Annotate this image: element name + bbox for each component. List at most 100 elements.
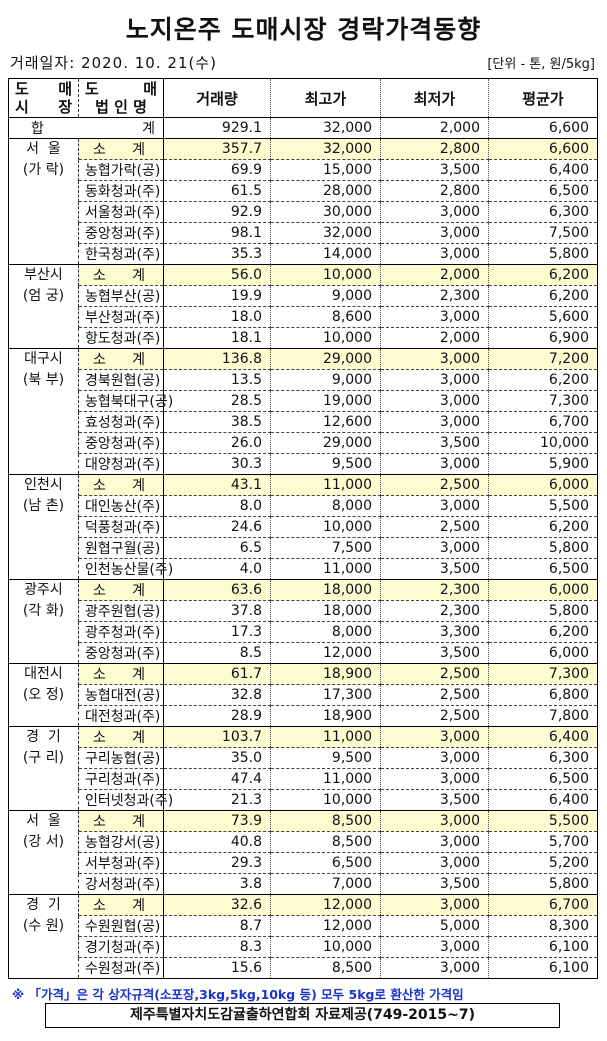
max-cell: 28,000 xyxy=(270,180,381,202)
avg-cell: 5,600 xyxy=(488,306,598,328)
avg-cell: 6,200 xyxy=(488,369,598,391)
table-row: 대양청과(주) 30.3 9,500 3,000 5,900 xyxy=(9,453,598,475)
firm-name: 농협대전(공) xyxy=(78,684,164,706)
table-row: 인천농산물(주) 4.0 11,000 3,500 6,500 xyxy=(9,558,598,580)
subtotal-max: 10,000 xyxy=(270,264,381,286)
header-avg: 평균가 xyxy=(488,78,598,118)
table-row: 수원청과(주) 15.6 8,500 3,000 6,100 xyxy=(9,957,598,979)
market-name: 대전시 xyxy=(24,666,63,682)
header-text: 시 xyxy=(15,98,29,116)
max-cell: 9,000 xyxy=(270,285,381,307)
table-row: 동화청과(주) 61.5 28,000 2,800 6,500 xyxy=(9,180,598,202)
market-sub: (가 락) xyxy=(22,162,65,178)
subtotal-avg: 6,000 xyxy=(488,579,598,601)
min-cell: 3,500 xyxy=(380,159,489,181)
volume-cell: 21.3 xyxy=(163,789,271,811)
market-name: 서 울 xyxy=(26,813,61,829)
table-row: 농협대전(공) 32.8 17,300 2,500 6,800 xyxy=(9,684,598,706)
subtotal-label-b: 계 xyxy=(132,142,145,158)
subtotal-max: 12,000 xyxy=(270,894,381,916)
table-row: 농협북대구(공) 28.5 19,000 3,000 7,300 xyxy=(9,390,598,412)
volume-cell: 8.5 xyxy=(163,642,271,664)
firm-name: 농협북대구(공) xyxy=(78,390,173,412)
min-cell: 3,000 xyxy=(380,390,489,412)
subtotal-volume: 56.0 xyxy=(163,264,271,286)
header-text: 매 xyxy=(58,80,72,98)
avg-cell: 8,300 xyxy=(488,915,598,937)
subtotal-avg: 6,000 xyxy=(488,474,598,496)
firm-name: 동화청과(주) xyxy=(78,180,164,202)
firm-name: 구리농협(공) xyxy=(78,747,164,769)
table-row: 구리농협(공) 35.0 9,500 3,000 6,300 xyxy=(9,747,598,769)
volume-cell: 40.8 xyxy=(163,831,271,853)
avg-cell: 5,800 xyxy=(488,243,598,265)
subtotal-row: 인천시 (남 촌) 소 계 43.1 11,000 2,500 6,000 xyxy=(8,474,598,580)
firm-name: 대양청과(주) xyxy=(78,453,164,475)
subtotal-max: 32,000 xyxy=(270,138,381,160)
min-cell: 2,500 xyxy=(380,705,489,727)
firm-name: 강서청과(주) xyxy=(78,873,164,895)
subtotal-min: 2,800 xyxy=(380,138,489,160)
unit-label: [단위 - 톤, 원/5kg] xyxy=(487,57,595,72)
firm-name: 수원원협(공) xyxy=(78,915,164,937)
market-sub: (강 서) xyxy=(22,834,65,850)
max-cell: 32,000 xyxy=(270,222,381,244)
max-cell: 17,300 xyxy=(270,684,381,706)
volume-cell: 35.3 xyxy=(163,243,271,265)
subtotal-avg: 6,700 xyxy=(488,894,598,916)
max-cell: 8,600 xyxy=(270,306,381,328)
market-sub: (남 촌) xyxy=(22,498,65,514)
subtotal-row: 대전시 (오 정) 소 계 61.7 18,900 2,500 7,300 xyxy=(8,663,598,727)
avg-cell: 5,900 xyxy=(488,453,598,475)
subtotal-row: 서 울 (강 서) 소 계 73.9 8,500 3,000 5,500 xyxy=(8,810,598,895)
volume-cell: 8.3 xyxy=(163,936,271,958)
volume-cell: 24.6 xyxy=(163,516,271,538)
min-cell: 3,000 xyxy=(380,936,489,958)
market-sub: (수 원) xyxy=(22,918,65,934)
source-box: 제주특별자치도감귤출하연합회 자료제공(749-2015~7) xyxy=(45,1003,560,1028)
min-cell: 3,000 xyxy=(380,831,489,853)
subtotal-volume: 73.9 xyxy=(163,810,271,832)
min-cell: 3,000 xyxy=(380,411,489,433)
table-row: 광주청과(주) 17.3 8,000 3,300 6,200 xyxy=(9,621,598,643)
table-row: 항도청과(주) 18.1 10,000 2,000 6,900 xyxy=(9,327,598,349)
subtotal-avg: 7,300 xyxy=(488,663,598,685)
table-row: 부산청과(주) 18.0 8,600 3,000 5,600 xyxy=(9,306,598,328)
subtotal-label-a: 소 xyxy=(93,268,106,284)
subtotal-row: 서 울 (가 락) 소 계 357.7 32,000 2,800 6,600 xyxy=(8,138,598,265)
max-cell: 12,000 xyxy=(270,642,381,664)
table-row: 효성청과(주) 38.5 12,600 3,000 6,700 xyxy=(9,411,598,433)
max-cell: 10,000 xyxy=(270,936,381,958)
subtotal-volume: 61.7 xyxy=(163,663,271,685)
subtotal-max: 18,000 xyxy=(270,579,381,601)
min-cell: 2,500 xyxy=(380,684,489,706)
firm-name: 인터넷청과(주) xyxy=(78,789,173,811)
volume-cell: 32.8 xyxy=(163,684,271,706)
volume-cell: 47.4 xyxy=(163,768,271,790)
header-text: 법 인 명 xyxy=(95,98,147,116)
avg-cell: 5,800 xyxy=(488,537,598,559)
firm-name: 한국청과(주) xyxy=(78,243,164,265)
max-cell: 11,000 xyxy=(270,768,381,790)
min-cell: 3,000 xyxy=(380,306,489,328)
max-cell: 10,000 xyxy=(270,327,381,349)
min-cell: 5,000 xyxy=(380,915,489,937)
min-cell: 3,000 xyxy=(380,852,489,874)
volume-cell: 28.5 xyxy=(163,390,271,412)
table-row: 광주원협(공) 37.8 18,000 2,300 5,800 xyxy=(9,600,598,622)
firm-name: 경북원협(공) xyxy=(78,369,164,391)
total-label-a: 합 xyxy=(31,121,44,137)
max-cell: 19,000 xyxy=(270,390,381,412)
avg-cell: 5,800 xyxy=(488,600,598,622)
max-cell: 9,000 xyxy=(270,369,381,391)
header-text: 도 xyxy=(85,80,99,98)
volume-cell: 35.0 xyxy=(163,747,271,769)
volume-cell: 17.3 xyxy=(163,621,271,643)
volume-cell: 92.9 xyxy=(163,201,271,223)
max-cell: 8,500 xyxy=(270,831,381,853)
market-cell: 서 울 (강 서) xyxy=(8,810,79,895)
avg-cell: 6,200 xyxy=(488,516,598,538)
